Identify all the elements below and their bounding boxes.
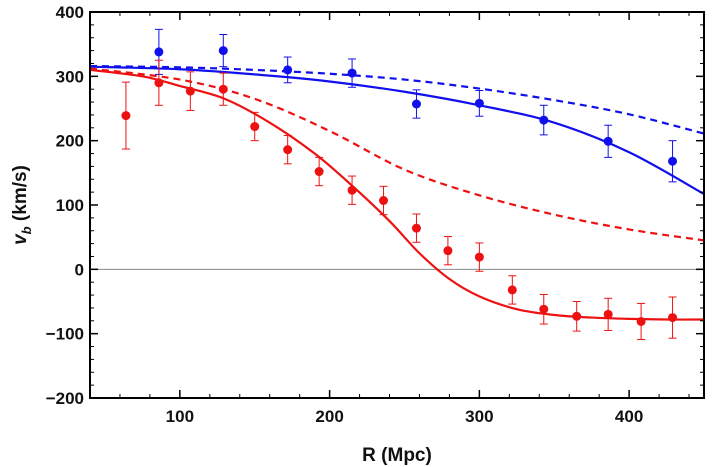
marker	[154, 47, 164, 57]
marker	[507, 285, 517, 295]
data-point-red	[572, 301, 582, 332]
y-axis-label-main: v	[10, 233, 31, 245]
marker	[572, 311, 582, 321]
data-point-red	[603, 297, 613, 331]
data-point-red	[347, 175, 357, 205]
marker	[121, 111, 131, 121]
data-point-blue	[283, 56, 293, 84]
marker	[539, 115, 549, 125]
data-point-red	[218, 72, 228, 106]
marker	[185, 86, 195, 96]
curve-red-dashed	[89, 67, 705, 242]
marker	[314, 167, 324, 177]
marker	[283, 145, 293, 155]
marker	[603, 136, 613, 146]
marker	[668, 156, 678, 166]
data-point-red	[154, 59, 164, 106]
data-point-blue	[347, 58, 357, 88]
y-tick-label: −200	[46, 389, 84, 408]
curve-blue-solid	[89, 65, 705, 196]
y-tick-label: 0	[75, 260, 84, 279]
marker	[474, 98, 484, 108]
marker	[443, 246, 453, 256]
x-tick-label: 100	[166, 407, 194, 426]
marker	[218, 84, 228, 94]
data-point-red	[314, 156, 324, 187]
curve-red-solid	[89, 68, 705, 321]
y-tick-label: 300	[56, 67, 84, 86]
data-point-blue	[474, 89, 484, 117]
data-point-red	[379, 185, 389, 216]
data-point-red	[636, 302, 646, 340]
y-axis-label: vb (km/s)	[10, 165, 34, 245]
marker	[411, 223, 421, 233]
x-axis-label: R (Mpc)	[362, 445, 432, 466]
marker	[154, 78, 164, 88]
marker	[250, 122, 260, 132]
marker	[347, 68, 357, 78]
data-point-red	[474, 242, 484, 272]
marker	[636, 316, 646, 326]
x-tick-label: 400	[615, 407, 643, 426]
marker	[603, 309, 613, 319]
y-tick-label: −100	[46, 325, 84, 344]
marker	[474, 252, 484, 262]
data-point-red	[443, 236, 453, 266]
data-point-red	[539, 293, 549, 325]
data-point-blue	[603, 124, 613, 158]
y-tick-label: 100	[56, 196, 84, 215]
marker	[668, 313, 678, 323]
data-point-red	[121, 81, 131, 150]
x-tick-label: 300	[465, 407, 493, 426]
y-axis-label-sub: b	[19, 226, 34, 234]
data-point-red	[411, 213, 421, 243]
data-point-blue	[668, 140, 678, 183]
y-tick-label: 200	[56, 132, 84, 151]
marker	[539, 304, 549, 314]
marker	[411, 99, 421, 109]
marker	[379, 195, 389, 205]
marker	[218, 46, 228, 56]
data-point-red	[507, 275, 517, 305]
data-point-red	[250, 111, 260, 142]
x-tick-label: 200	[315, 407, 343, 426]
data-point-red	[283, 135, 293, 165]
marker	[347, 185, 357, 195]
data-point-red	[185, 71, 195, 111]
y-tick-label: 400	[56, 3, 84, 22]
data-point-blue	[539, 104, 549, 136]
y-axis-label-unit: (km/s)	[10, 165, 31, 226]
marker	[283, 65, 293, 75]
data-point-blue	[411, 89, 421, 119]
curve-blue-dashed	[89, 64, 705, 135]
data-point-blue	[218, 34, 228, 68]
data-point-red	[668, 296, 678, 339]
